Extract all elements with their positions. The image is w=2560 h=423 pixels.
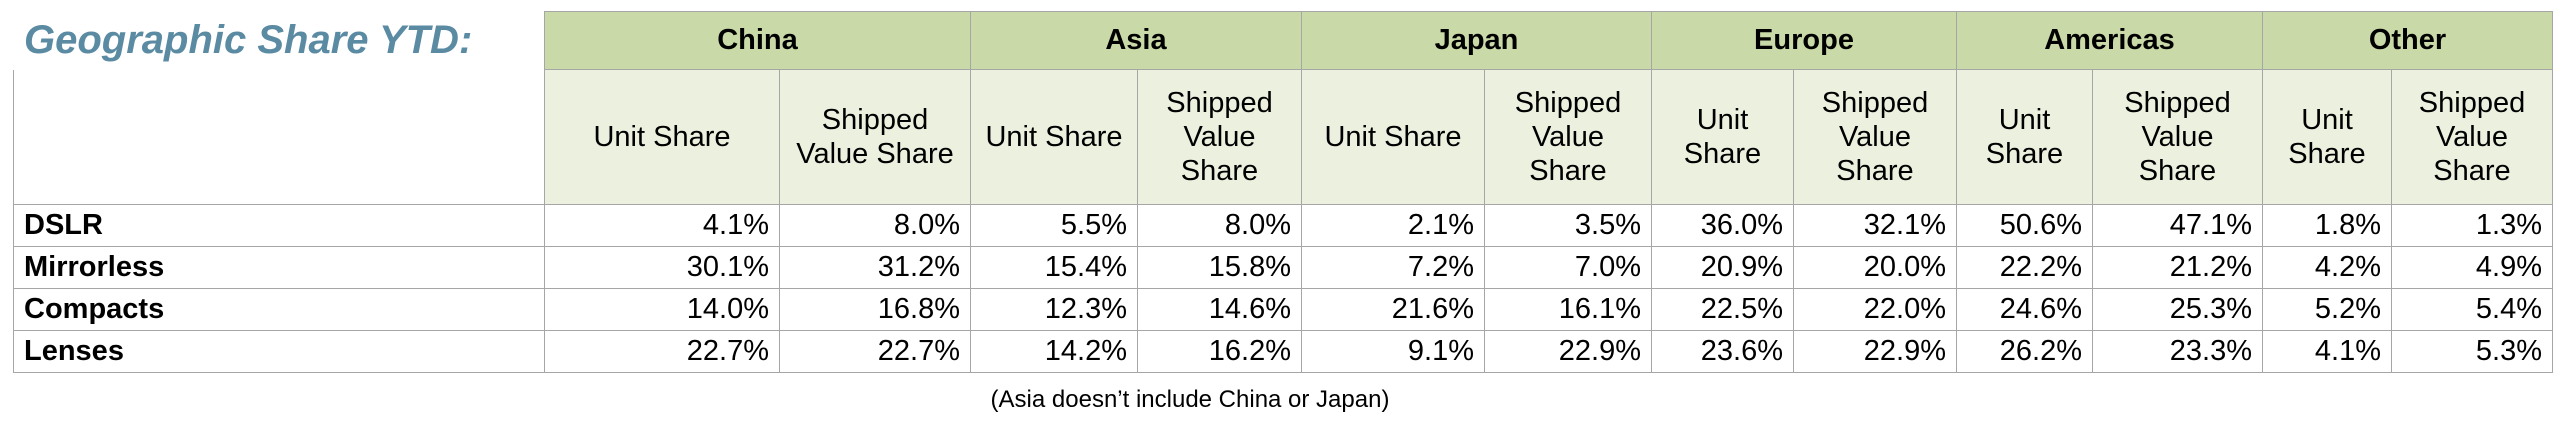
region-header: Europe — [1651, 11, 1957, 70]
share-table: China Asia Japan Europe Americas Other Unit S… — [13, 11, 2553, 373]
table-cell: 22.9% — [1484, 330, 1652, 373]
table-cell: 1.3% — [2391, 204, 2553, 247]
table-cell: 36.0% — [1651, 204, 1794, 247]
table-cell: 21.2% — [2092, 246, 2263, 289]
table-body: DSLR 4.1% 8.0% 5.5% 8.0% 2.1% 3.5% 36.0% 32.1% 50… — [13, 204, 2553, 373]
footnote: (Asia doesn’t include China or Japan) — [990, 386, 1390, 413]
row-label: DSLR — [13, 204, 545, 247]
table-cell: 31.2% — [779, 246, 971, 289]
column-header: Shipped Value Share — [779, 69, 971, 205]
region-header: Other — [2262, 11, 2553, 70]
table-cell: 16.8% — [779, 288, 971, 331]
table-cell: 22.2% — [1956, 246, 2093, 289]
table-row: DSLR 4.1% 8.0% 5.5% 8.0% 2.1% 3.5% 36.0% 32.1% 50… — [13, 204, 2553, 247]
table-cell: 5.2% — [2262, 288, 2392, 331]
table-row: Compacts 14.0% 16.8% 12.3% 14.6% 21.6% 16.1% 22… — [13, 288, 2553, 331]
table-row: Lenses 22.7% 22.7% 14.2% 16.2% 9.1% 22.9% 23.6%… — [13, 330, 2553, 373]
table-cell: 4.1% — [2262, 330, 2392, 373]
table-cell: 5.5% — [970, 204, 1138, 247]
title: Geographic Share YTD: — [24, 18, 473, 62]
table-cell: 5.3% — [2391, 330, 2553, 373]
corner — [14, 12, 545, 70]
row-label: Lenses — [13, 330, 545, 373]
column-header: Shipped Value Share — [1137, 69, 1302, 205]
table-cell: 4.9% — [2391, 246, 2553, 289]
table-cell: 23.3% — [2092, 330, 2263, 373]
region-header: China — [544, 11, 971, 70]
column-header: Shipped Value Share — [2391, 69, 2553, 205]
row-label: Mirrorless — [13, 246, 545, 289]
table-cell: 25.3% — [2092, 288, 2263, 331]
table-cell: 21.6% — [1301, 288, 1485, 331]
table-cell: 20.0% — [1793, 246, 1957, 289]
table-cell: 20.9% — [1651, 246, 1794, 289]
table-cell: 22.7% — [544, 330, 780, 373]
column-header: Unit Share — [2262, 69, 2392, 205]
table-cell: 32.1% — [1793, 204, 1957, 247]
region-header: Japan — [1301, 11, 1652, 70]
region-header: Americas — [1956, 11, 2263, 70]
column-header: Unit Share — [544, 69, 780, 205]
region-header-row: China Asia Japan Europe Americas Other — [14, 11, 2553, 70]
table-cell: 14.6% — [1137, 288, 1302, 331]
subheader-row: Unit Share Shipped Value Share Unit Share S… — [13, 69, 2553, 205]
table-cell: 3.5% — [1484, 204, 1652, 247]
table-cell: 2.1% — [1301, 204, 1485, 247]
column-header: Unit Share — [1956, 69, 2093, 205]
column-header: Unit Share — [1651, 69, 1794, 205]
table-cell: 5.4% — [2391, 288, 2553, 331]
table-cell: 22.5% — [1651, 288, 1794, 331]
table-cell: 8.0% — [1137, 204, 1302, 247]
table-cell: 8.0% — [779, 204, 971, 247]
table-cell: 16.1% — [1484, 288, 1652, 331]
table-cell: 7.0% — [1484, 246, 1652, 289]
table-cell: 22.7% — [779, 330, 971, 373]
blank-cell — [13, 69, 545, 205]
table-cell: 15.8% — [1137, 246, 1302, 289]
column-header: Unit Share — [970, 69, 1138, 205]
table-cell: 4.1% — [544, 204, 780, 247]
table-cell: 14.2% — [970, 330, 1138, 373]
region-header: Asia — [970, 11, 1302, 70]
row-label: Compacts — [13, 288, 545, 331]
table-cell: 26.2% — [1956, 330, 2093, 373]
table-cell: 47.1% — [2092, 204, 2263, 247]
table-cell: 1.8% — [2262, 204, 2392, 247]
table-cell: 16.2% — [1137, 330, 1302, 373]
column-header: Unit Share — [1301, 69, 1485, 205]
table-cell: 14.0% — [544, 288, 780, 331]
table-cell: 9.1% — [1301, 330, 1485, 373]
table-cell: 50.6% — [1956, 204, 2093, 247]
column-header: Shipped Value Share — [2092, 69, 2263, 205]
table-cell: 15.4% — [970, 246, 1138, 289]
column-header: Shipped Value Share — [1793, 69, 1957, 205]
table-cell: 4.2% — [2262, 246, 2392, 289]
table-cell: 23.6% — [1651, 330, 1794, 373]
table-cell: 7.2% — [1301, 246, 1485, 289]
table-cell: 30.1% — [544, 246, 780, 289]
table-cell: 22.9% — [1793, 330, 1957, 373]
table-cell: 12.3% — [970, 288, 1138, 331]
table-cell: 22.0% — [1793, 288, 1957, 331]
table-row: Mirrorless 30.1% 31.2% 15.4% 15.8% 7.2% 7.0% 20… — [13, 246, 2553, 289]
table-cell: 24.6% — [1956, 288, 2093, 331]
column-header: Shipped Value Share — [1484, 69, 1652, 205]
